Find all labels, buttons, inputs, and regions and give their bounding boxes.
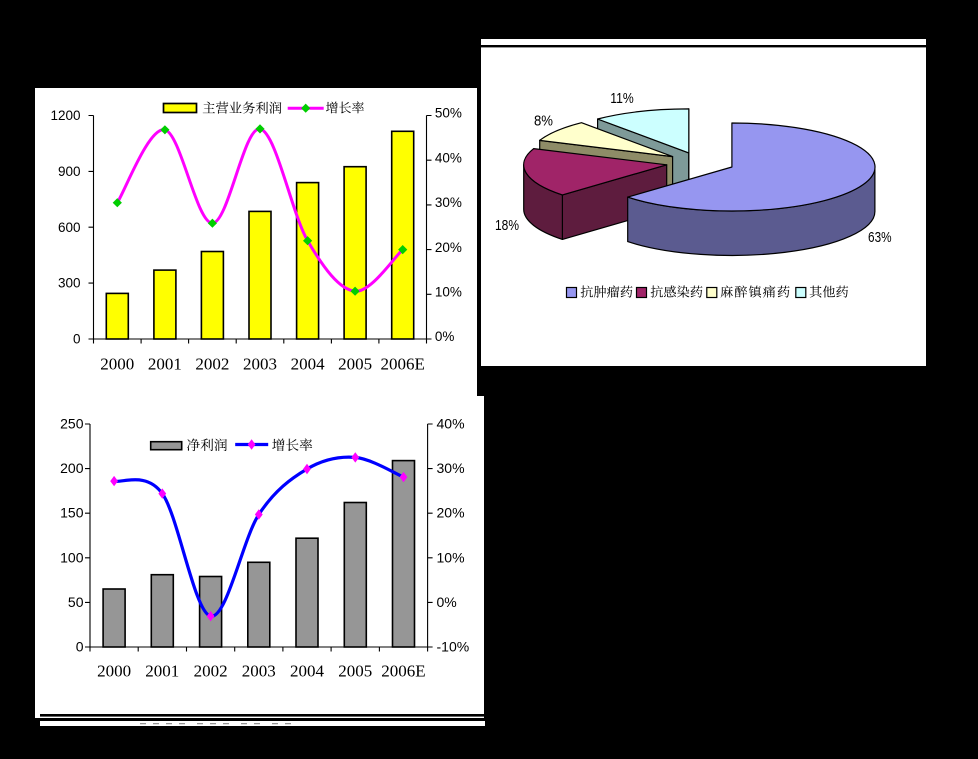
svg-text:-10%: -10% <box>437 639 470 655</box>
svg-text:2004: 2004 <box>291 355 326 374</box>
svg-text:1200: 1200 <box>50 108 80 123</box>
svg-text:30%: 30% <box>435 195 462 210</box>
svg-text:2006E: 2006E <box>381 662 425 681</box>
svg-text:2002: 2002 <box>194 662 228 681</box>
svg-text:100: 100 <box>60 549 84 565</box>
svg-text:40%: 40% <box>437 416 465 432</box>
svg-text:0%: 0% <box>435 329 455 344</box>
svg-text:200: 200 <box>60 460 84 476</box>
svg-text:20%: 20% <box>435 240 462 255</box>
svg-text:2003: 2003 <box>243 355 277 374</box>
svg-text:2005: 2005 <box>338 355 372 374</box>
svg-text:2003: 2003 <box>242 662 276 681</box>
svg-text:30%: 30% <box>437 460 465 476</box>
svg-text:300: 300 <box>58 276 81 291</box>
svg-text:0: 0 <box>76 639 84 655</box>
svg-text:250: 250 <box>60 416 84 432</box>
svg-text:2001: 2001 <box>145 662 179 681</box>
svg-text:0: 0 <box>73 332 81 347</box>
svg-text:10%: 10% <box>437 549 465 565</box>
svg-text:2006E: 2006E <box>381 355 425 374</box>
svg-text:900: 900 <box>58 164 81 179</box>
svg-text:50: 50 <box>68 594 84 610</box>
svg-text:150: 150 <box>60 505 84 521</box>
svg-text:50%: 50% <box>435 106 462 121</box>
svg-text:63%: 63% <box>868 229 892 246</box>
svg-text:8%: 8% <box>534 113 553 130</box>
svg-text:20%: 20% <box>437 505 465 521</box>
svg-text:2002: 2002 <box>195 355 229 374</box>
svg-text:18%: 18% <box>495 217 519 234</box>
svg-text:2000: 2000 <box>100 355 134 374</box>
svg-text:0%: 0% <box>437 594 457 610</box>
svg-text:2000: 2000 <box>97 662 131 681</box>
svg-text:2001: 2001 <box>148 355 182 374</box>
svg-text:2005: 2005 <box>338 662 372 681</box>
svg-text:40%: 40% <box>435 150 462 165</box>
svg-text:10%: 10% <box>435 285 462 300</box>
svg-text:11%: 11% <box>610 90 634 107</box>
svg-text:600: 600 <box>58 220 81 235</box>
svg-text:2004: 2004 <box>290 662 325 681</box>
